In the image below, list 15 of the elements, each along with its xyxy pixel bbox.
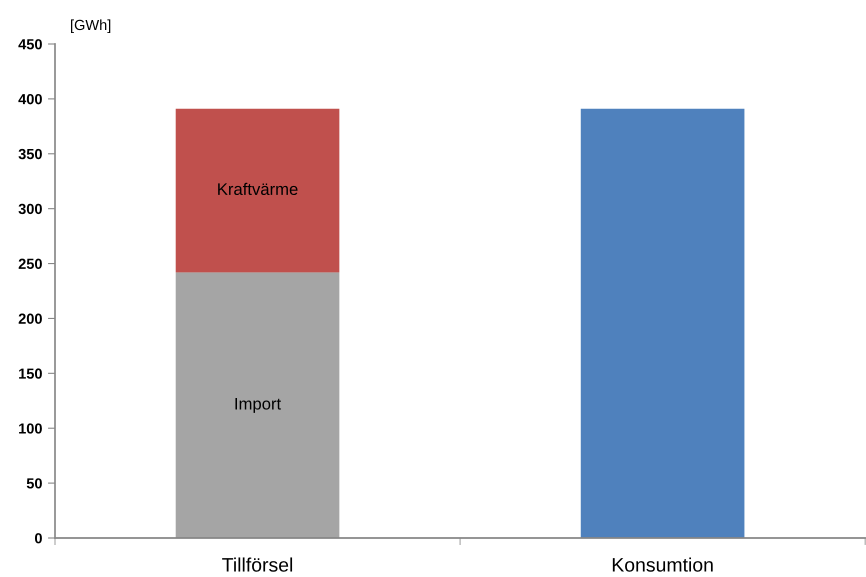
- series-label: Kraftvärme: [218, 182, 298, 196]
- y-tick-label: 400: [18, 94, 42, 104]
- y-tick-label: 0: [34, 533, 42, 544]
- series-label: Import: [235, 398, 282, 413]
- y-tick-label: 200: [18, 314, 42, 324]
- y-tick-label: 150: [19, 368, 42, 379]
- y-axis-title: [GWh]: [71, 19, 110, 33]
- y-tick-label: 250: [18, 258, 42, 269]
- y-tick-label: 300: [18, 204, 42, 214]
- y-tick-label: 450: [18, 39, 42, 50]
- x-tick-label: Konsumtion: [612, 557, 713, 572]
- y-tick-label: 100: [19, 423, 42, 434]
- y-tick-label: 50: [26, 478, 42, 489]
- y-tick-label: 350: [18, 148, 42, 160]
- x-tick-label: Tillförsel: [222, 557, 292, 572]
